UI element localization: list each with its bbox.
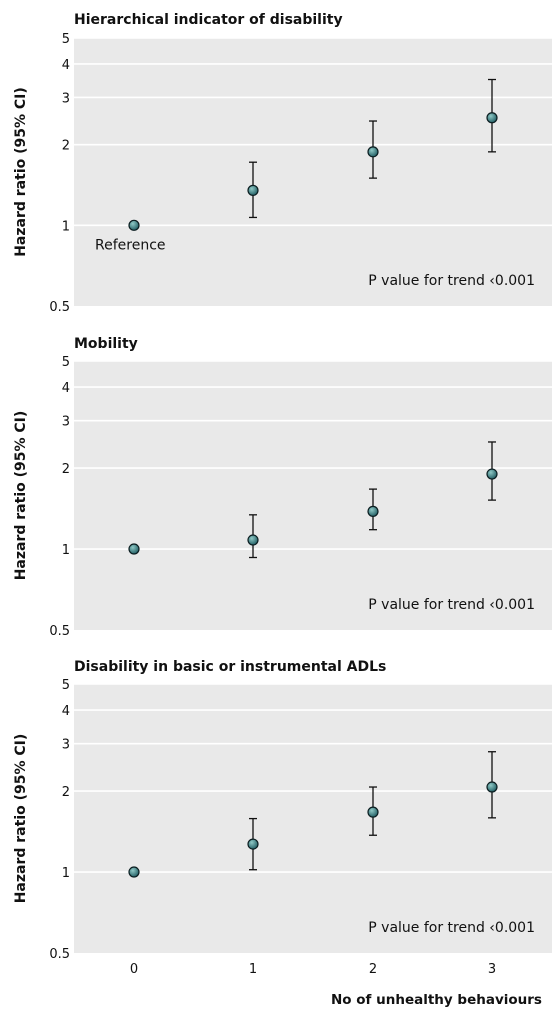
panel-2: Mobility 0.5 1 2 3 4 5 Hazard ratio (95% CI) P v… [13,336,552,639]
y-tick-label: 0.5 [49,947,70,962]
x-axis-label: No of unhealthy behaviours [331,992,542,1008]
data-point [128,866,140,878]
y-tick-label: 0.5 [49,300,70,315]
y-tick-label: 4 [62,58,70,73]
panel-title: Mobility [74,336,138,352]
x-tick-label: 0 [130,962,138,977]
reference-label: Reference [95,237,166,253]
y-tick-label: 3 [62,91,70,106]
data-point [486,468,498,480]
data-point [367,505,379,517]
y-tick-label: 2 [62,785,70,800]
plot-area [74,38,552,306]
x-axis: 0 1 2 3 No of unhealthy behaviours [130,962,542,1008]
plot-area [74,684,552,953]
panel-title: Disability in basic or instrumental ADLs [74,659,386,675]
p-value-annotation: P value for trend ‹0.001 [368,597,535,613]
y-tick-label: 3 [62,738,70,753]
data-point [247,534,259,546]
y-tick-label: 1 [62,543,70,558]
data-point [247,838,259,850]
panel-title: Hierarchical indicator of disability [74,12,343,28]
data-point [486,781,498,793]
y-tick-label: 1 [62,219,70,234]
y-tick-label: 0.5 [49,624,70,639]
y-axis-label: Hazard ratio (95% CI) [13,87,29,257]
x-tick-label: 2 [369,962,377,977]
y-tick-label: 5 [62,32,70,47]
data-point [367,146,379,158]
p-value-annotation: P value for trend ‹0.001 [368,273,535,289]
y-tick-label: 1 [62,866,70,881]
y-axis-label: Hazard ratio (95% CI) [13,411,29,581]
y-tick-label: 2 [62,462,70,477]
data-point [486,112,498,124]
y-tick-label: 3 [62,415,70,430]
panel-1: Hierarchical indicator of disability 0.5 1… [13,12,552,315]
data-point [247,184,259,196]
data-point [128,219,140,231]
data-point [367,806,379,818]
y-tick-label: 5 [62,355,70,370]
y-tick-label: 4 [62,381,70,396]
y-tick-label: 5 [62,678,70,693]
panel-3: Disability in basic or instrumental ADLs… [13,659,552,962]
y-tick-label: 2 [62,139,70,154]
y-tick-label: 4 [62,704,70,719]
x-tick-label: 1 [249,962,257,977]
data-point [128,543,140,555]
plot-area [74,361,552,630]
x-tick-label: 3 [488,962,496,977]
p-value-annotation: P value for trend ‹0.001 [368,920,535,936]
y-axis-label: Hazard ratio (95% CI) [13,734,29,904]
